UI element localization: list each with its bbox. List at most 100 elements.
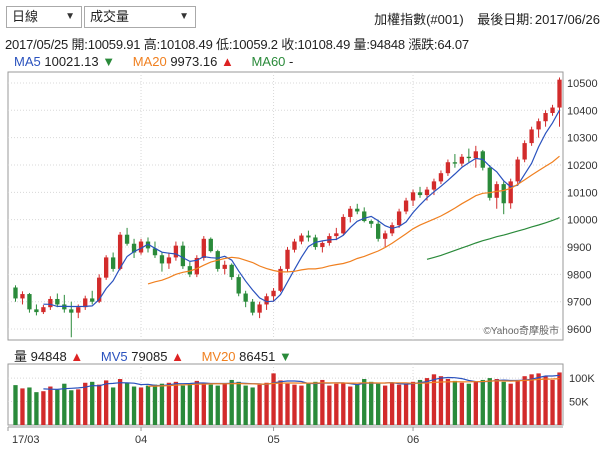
candle-body bbox=[257, 304, 262, 313]
volume-bar bbox=[522, 376, 527, 425]
vol-value: 94848 bbox=[30, 349, 67, 364]
chevron-down-icon: ▼ bbox=[179, 11, 189, 22]
volume-bar bbox=[515, 379, 520, 425]
volume-bar bbox=[327, 385, 332, 425]
volume-bar bbox=[243, 385, 248, 425]
low-label: 低: bbox=[216, 37, 233, 52]
volume-bar bbox=[152, 384, 158, 425]
candle-body bbox=[103, 257, 109, 278]
volume-bar bbox=[83, 382, 88, 425]
ma5-label: MA5 bbox=[14, 54, 41, 69]
price-tick-label: 9600 bbox=[567, 324, 591, 336]
change-label: 漲跌: bbox=[408, 37, 438, 52]
watermark: ©Yahoo奇摩股市 bbox=[483, 324, 559, 337]
volume-bar bbox=[257, 384, 262, 425]
volume-bar bbox=[229, 379, 234, 425]
candle-body bbox=[362, 211, 367, 222]
volume-bar bbox=[508, 383, 513, 425]
ma20-line bbox=[147, 155, 560, 285]
candle-body bbox=[389, 225, 395, 234]
candle-body bbox=[138, 241, 144, 253]
open-value: 10059.91 bbox=[87, 37, 141, 52]
candle-body bbox=[320, 242, 325, 248]
volume-bar bbox=[201, 382, 206, 425]
volume-bar bbox=[410, 381, 416, 425]
candle-body bbox=[13, 287, 18, 299]
volume-bar bbox=[103, 380, 109, 425]
candle-body bbox=[250, 301, 255, 313]
index-name: 加權指數(#001) bbox=[374, 12, 464, 27]
volume-bar bbox=[69, 390, 74, 425]
candle-body bbox=[438, 173, 444, 182]
volume-bar bbox=[452, 380, 458, 425]
price-tick-label: 10000 bbox=[567, 215, 598, 227]
candle-body bbox=[180, 245, 186, 267]
volume-bar bbox=[76, 389, 81, 425]
candle-body bbox=[194, 257, 199, 275]
candle-body bbox=[473, 151, 478, 159]
candle-body bbox=[48, 298, 53, 308]
vol-label: 量 bbox=[14, 349, 28, 364]
ma60-value: - bbox=[289, 54, 294, 69]
high-label: 高: bbox=[143, 37, 160, 52]
candle-body bbox=[236, 277, 241, 294]
price-tick-label: 10300 bbox=[567, 133, 598, 145]
candle-body bbox=[529, 129, 534, 144]
volume-bar bbox=[180, 385, 186, 425]
x-tick-label: 05 bbox=[268, 434, 280, 446]
volume-bar bbox=[341, 382, 346, 425]
candle-body bbox=[417, 192, 423, 196]
low-value: 10059.2 bbox=[232, 37, 278, 52]
volume-bar bbox=[466, 383, 472, 425]
candle-body bbox=[110, 257, 116, 269]
volume-tick-label: 50K bbox=[569, 397, 589, 409]
ma5-line bbox=[43, 109, 561, 308]
volume-bar bbox=[396, 384, 402, 425]
candle-body bbox=[145, 241, 151, 249]
candle-body bbox=[20, 294, 25, 299]
volume-bar bbox=[550, 379, 555, 425]
volume-bar bbox=[376, 383, 381, 425]
candle-body bbox=[69, 309, 74, 313]
volume-bar bbox=[487, 378, 492, 425]
volume-bar bbox=[117, 379, 123, 425]
volume-bar bbox=[62, 383, 67, 425]
volume-bar bbox=[417, 379, 423, 425]
volume-bar bbox=[459, 382, 465, 425]
open-label: 開: bbox=[71, 37, 88, 52]
candle-body bbox=[292, 241, 297, 250]
volume-bar bbox=[48, 386, 53, 425]
volume-bar bbox=[543, 376, 548, 425]
volume-bar bbox=[382, 385, 388, 425]
volume-bar bbox=[389, 382, 395, 425]
candle-body bbox=[550, 107, 555, 114]
candle-body bbox=[166, 257, 172, 264]
volume-bar bbox=[473, 381, 478, 425]
ma20-label: MA20 bbox=[132, 54, 167, 69]
volume-bar bbox=[292, 384, 297, 425]
ma5-down-icon: ▼ bbox=[102, 54, 116, 69]
volume-bar bbox=[236, 381, 241, 425]
ma20-up-icon: ▲ bbox=[220, 54, 234, 69]
x-tick-label: 06 bbox=[407, 434, 419, 446]
candle-body bbox=[187, 266, 193, 275]
ohlc-info-row: 2017/05/25 開:10059.91 高:10108.49 低:10059… bbox=[5, 34, 469, 53]
ma-legend: MA5 10021.13 ▼ MA20 9973.16 ▲ MA60 - bbox=[14, 54, 307, 69]
period-select[interactable]: 日線 ▼ bbox=[6, 6, 82, 28]
candle-body bbox=[355, 208, 360, 212]
candle-body bbox=[299, 235, 304, 242]
candle-body bbox=[131, 243, 137, 253]
candle-body bbox=[159, 255, 165, 264]
volume-bar bbox=[55, 389, 60, 425]
candle-body bbox=[515, 159, 520, 182]
volume-bar bbox=[431, 374, 437, 425]
candle-body bbox=[508, 181, 513, 204]
volume-bar bbox=[159, 383, 165, 425]
candle-body bbox=[341, 216, 346, 234]
volume-bar bbox=[334, 383, 339, 425]
candle-body bbox=[152, 248, 158, 256]
candle-body bbox=[536, 121, 541, 130]
indicator-select[interactable]: 成交量 ▼ bbox=[84, 6, 196, 28]
volume-bar bbox=[536, 373, 541, 425]
